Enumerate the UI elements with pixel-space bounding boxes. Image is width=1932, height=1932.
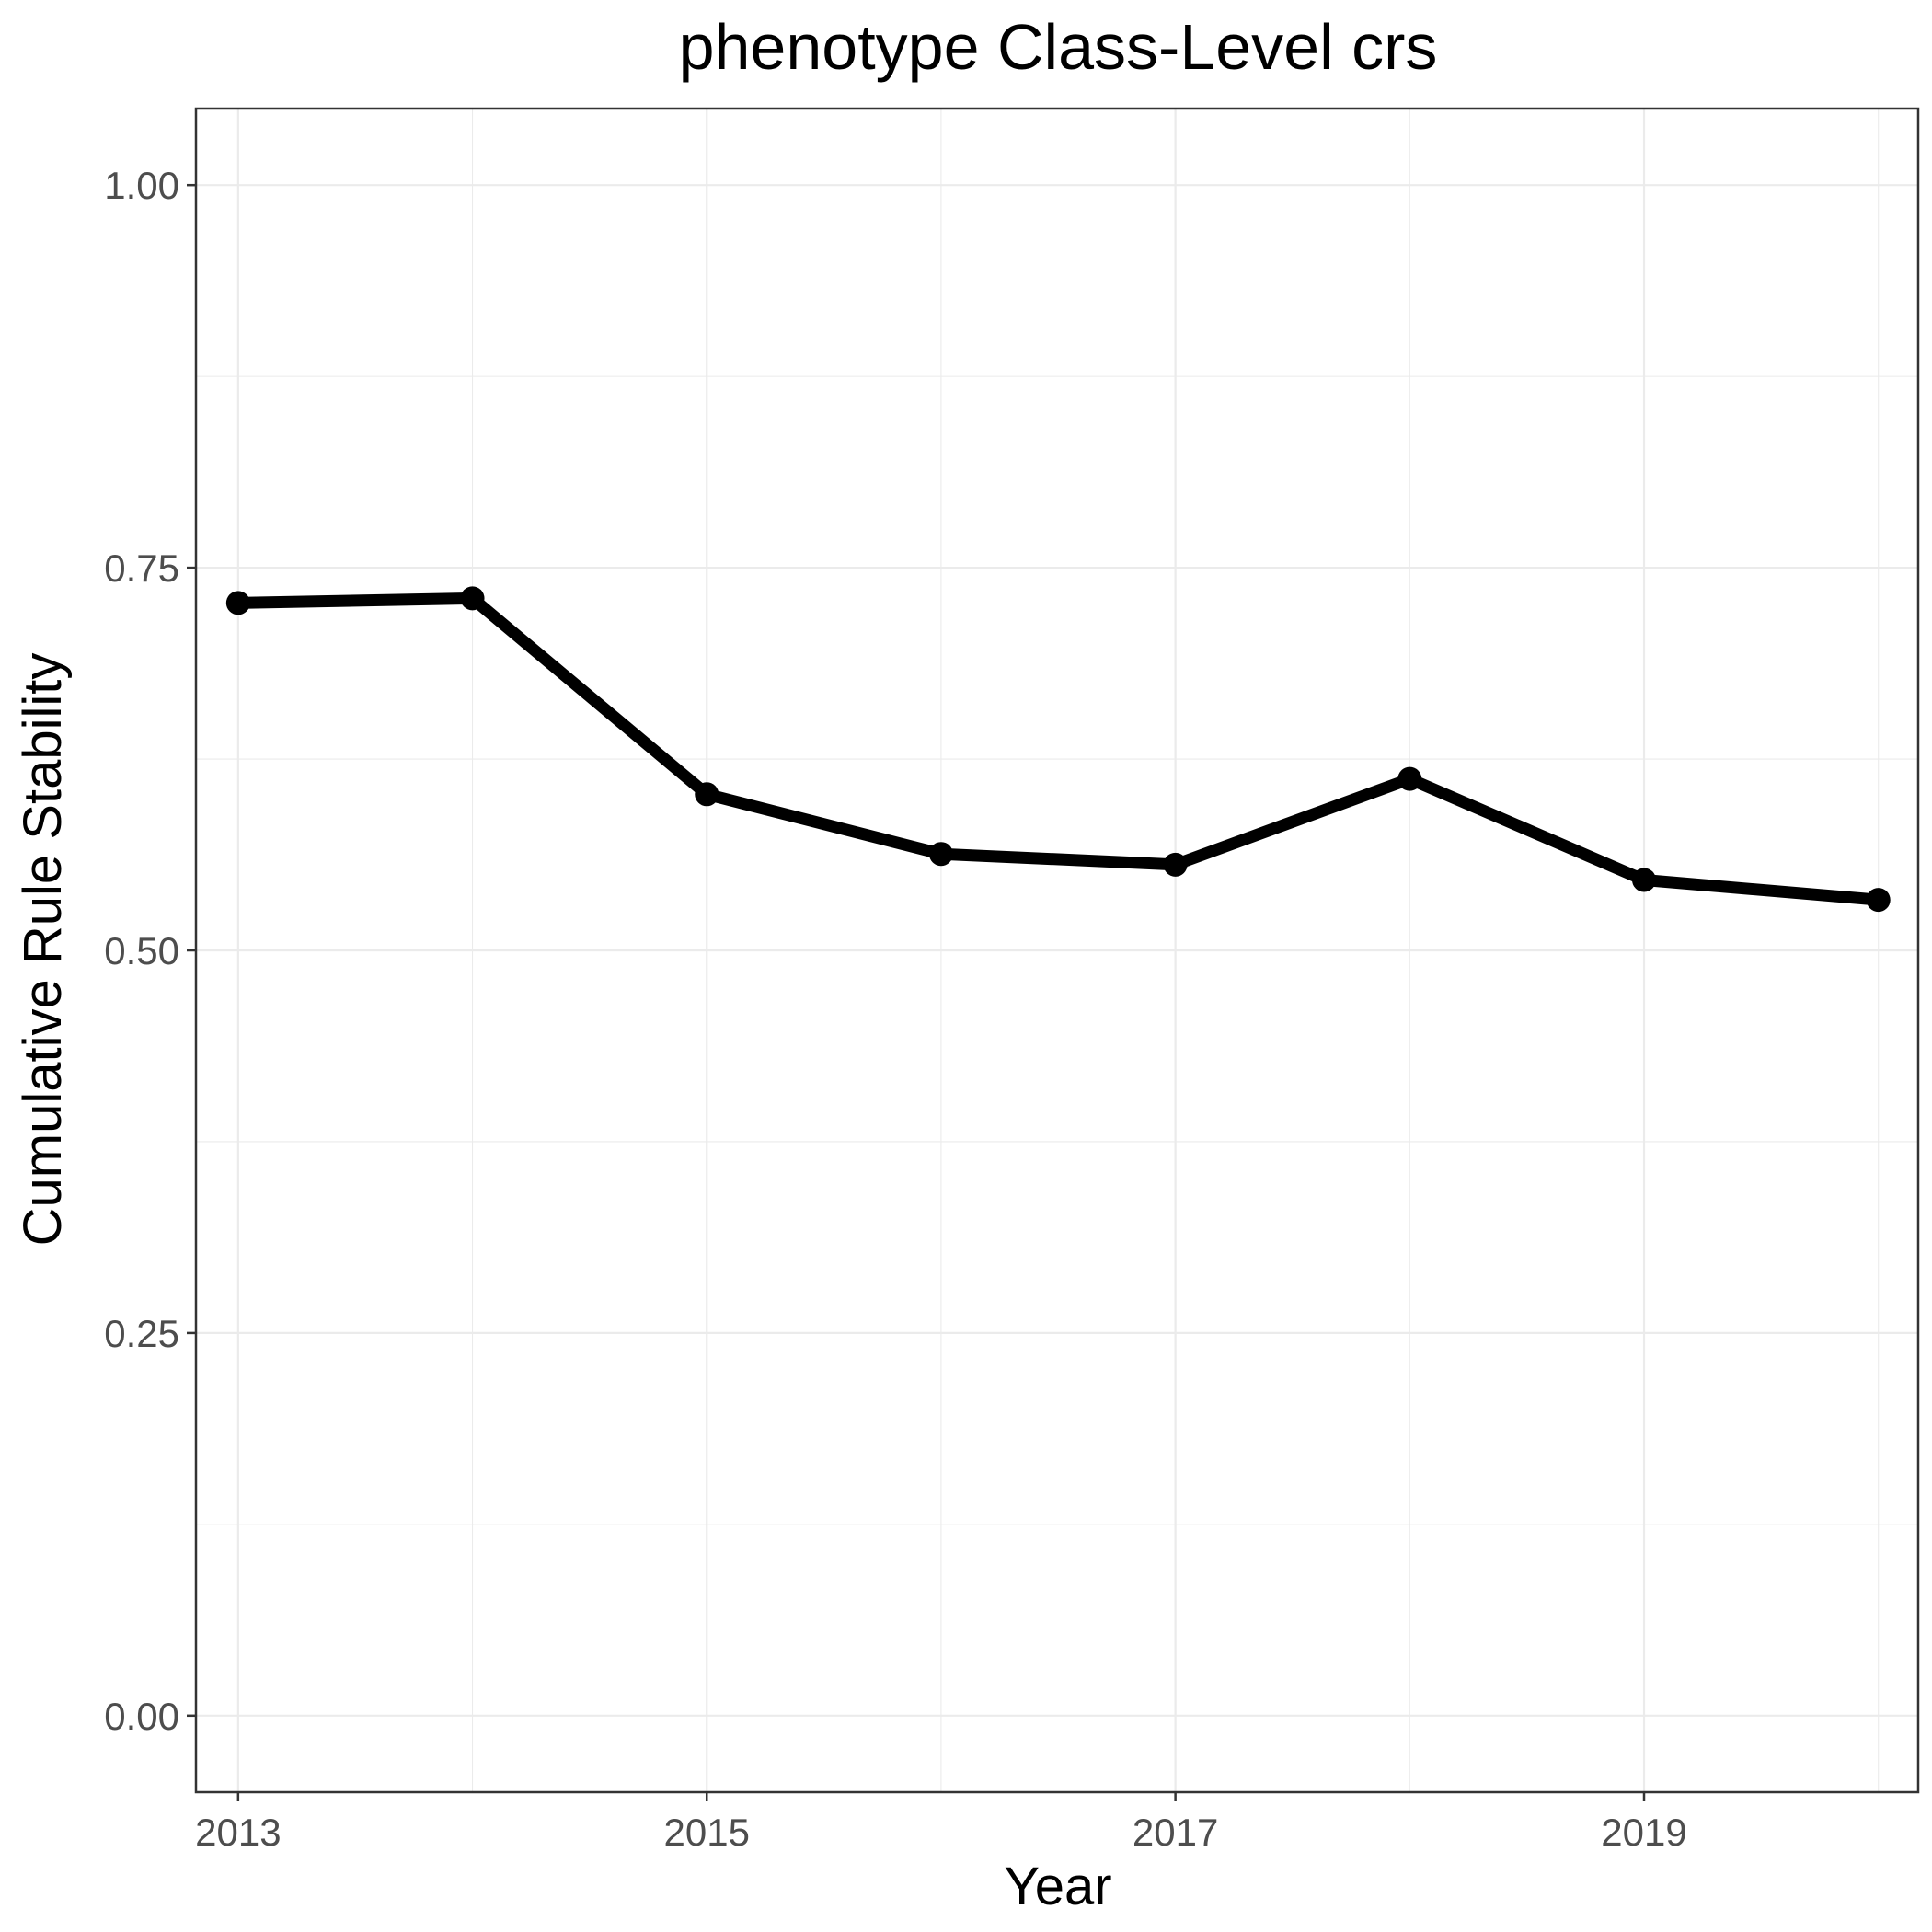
data-point bbox=[1163, 852, 1188, 877]
data-point bbox=[1632, 868, 1657, 892]
data-point bbox=[928, 842, 953, 867]
data-point bbox=[695, 782, 719, 807]
y-tick-label: 1.00 bbox=[104, 164, 179, 207]
y-axis-title: Cumulative Rule Stability bbox=[13, 653, 73, 1247]
y-tick-label: 0.25 bbox=[104, 1312, 179, 1355]
series-line bbox=[237, 592, 1880, 906]
y-tick-label: 0.75 bbox=[104, 546, 179, 590]
data-point bbox=[460, 586, 485, 611]
x-tick-label: 2017 bbox=[1133, 1811, 1218, 1854]
y-tick-label: 0.00 bbox=[104, 1695, 179, 1738]
data-point bbox=[1866, 888, 1891, 913]
x-tick-label: 2013 bbox=[195, 1811, 281, 1854]
data-point bbox=[1397, 766, 1422, 791]
chart-title: phenotype Class-Level crs bbox=[679, 11, 1438, 83]
x-tick-label: 2019 bbox=[1601, 1811, 1686, 1854]
y-tick-label: 0.50 bbox=[104, 929, 179, 972]
plot-area: 0.00 0.25 0.50 0.75 1.00 2013 2015 2017 2019 bbox=[104, 107, 1920, 1854]
x-axis-title: Year bbox=[1004, 1857, 1111, 1916]
data-point bbox=[225, 591, 250, 615]
x-tick-label: 2015 bbox=[664, 1811, 750, 1854]
